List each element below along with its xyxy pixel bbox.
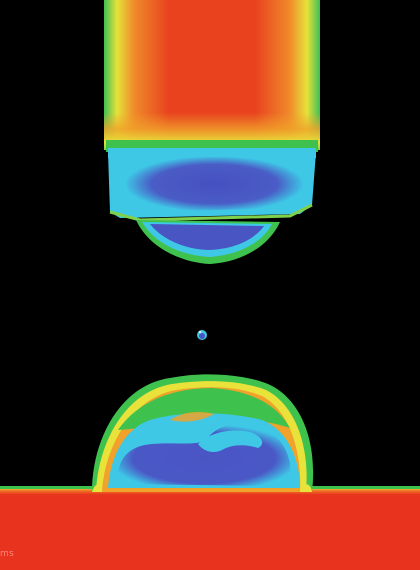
falling-droplet <box>197 330 207 340</box>
substrate <box>0 486 420 570</box>
nozzle <box>104 0 320 264</box>
corner-label: ms <box>0 549 14 559</box>
sessile-drop <box>92 374 314 492</box>
